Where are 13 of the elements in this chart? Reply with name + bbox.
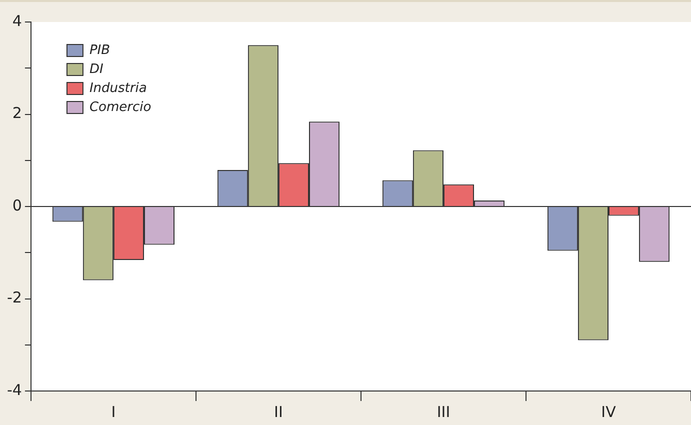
y-tick-label: -4 <box>6 380 22 399</box>
legend-label: Comercio <box>89 100 152 115</box>
x-tick-label: II <box>274 402 283 421</box>
x-tick-label: III <box>436 402 450 421</box>
y-tick-label: -2 <box>6 288 22 307</box>
legend-label: Industria <box>89 80 147 96</box>
x-tick-label: I <box>111 402 116 421</box>
y-tick-label: 0 <box>12 196 22 214</box>
x-tick-label: IV <box>601 402 617 421</box>
y-tick-label: 4 <box>12 12 22 30</box>
y-tick-label: 2 <box>12 104 22 122</box>
legend-label: DI <box>89 62 104 77</box>
legend-label: PIB <box>89 42 110 58</box>
